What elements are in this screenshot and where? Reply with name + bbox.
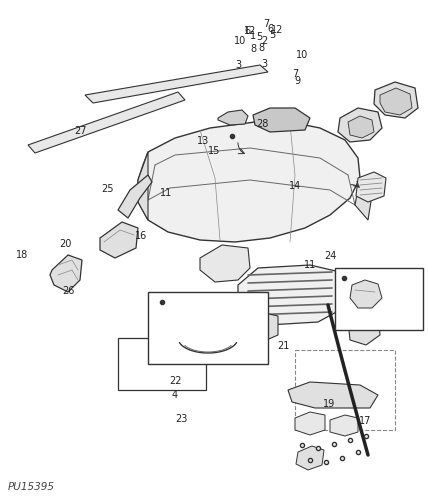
Text: 10: 10	[234, 36, 246, 46]
Text: 23: 23	[176, 414, 188, 424]
Text: 11: 11	[304, 260, 316, 270]
Polygon shape	[218, 110, 248, 125]
Text: 25: 25	[101, 184, 114, 194]
Polygon shape	[356, 172, 386, 202]
Text: 3: 3	[236, 60, 242, 70]
FancyBboxPatch shape	[148, 292, 268, 364]
Polygon shape	[85, 65, 268, 103]
Text: 8: 8	[250, 44, 256, 54]
Polygon shape	[288, 382, 378, 408]
Polygon shape	[138, 152, 148, 220]
Polygon shape	[50, 255, 82, 292]
Text: 15: 15	[208, 146, 220, 156]
Polygon shape	[355, 178, 372, 220]
Polygon shape	[200, 245, 250, 282]
Polygon shape	[295, 412, 325, 435]
Text: 8: 8	[258, 43, 264, 53]
Polygon shape	[348, 308, 380, 345]
Polygon shape	[238, 265, 345, 325]
Text: 6: 6	[268, 24, 273, 34]
Text: 6: 6	[244, 26, 250, 36]
Text: 16: 16	[135, 231, 147, 241]
Polygon shape	[253, 108, 310, 132]
Polygon shape	[138, 122, 360, 242]
Text: 20: 20	[59, 239, 71, 249]
Polygon shape	[296, 446, 324, 470]
Polygon shape	[28, 92, 185, 153]
Polygon shape	[374, 82, 418, 118]
FancyBboxPatch shape	[335, 268, 423, 330]
Text: 4: 4	[172, 390, 178, 400]
Polygon shape	[380, 88, 412, 115]
Text: 26: 26	[62, 286, 74, 296]
Text: 14: 14	[289, 181, 301, 191]
Text: 18: 18	[16, 250, 28, 260]
Text: 1: 1	[250, 31, 256, 41]
Text: 7: 7	[263, 19, 269, 29]
Text: 21: 21	[277, 341, 289, 351]
Text: 13: 13	[197, 136, 209, 146]
Text: 2: 2	[262, 36, 268, 46]
Text: 17: 17	[359, 416, 371, 426]
Polygon shape	[118, 175, 152, 218]
Text: 22: 22	[169, 376, 182, 386]
Text: 9: 9	[294, 76, 300, 86]
Text: 24: 24	[324, 251, 336, 261]
Text: 11: 11	[160, 188, 172, 198]
Polygon shape	[350, 280, 382, 308]
Text: 19: 19	[323, 399, 335, 409]
Text: 12: 12	[244, 26, 256, 36]
FancyBboxPatch shape	[118, 338, 206, 390]
Text: 27: 27	[74, 126, 87, 136]
Polygon shape	[330, 415, 358, 436]
Text: 3: 3	[262, 59, 268, 69]
Text: 28: 28	[257, 119, 269, 129]
Polygon shape	[242, 312, 278, 342]
Polygon shape	[348, 116, 374, 138]
Polygon shape	[100, 222, 138, 258]
Text: PU15395: PU15395	[8, 482, 55, 492]
Text: 12: 12	[271, 25, 283, 35]
Text: 5: 5	[269, 30, 275, 40]
Text: 10: 10	[296, 50, 308, 60]
Text: 7: 7	[292, 69, 298, 79]
Polygon shape	[338, 108, 382, 142]
Text: 5: 5	[256, 32, 262, 42]
